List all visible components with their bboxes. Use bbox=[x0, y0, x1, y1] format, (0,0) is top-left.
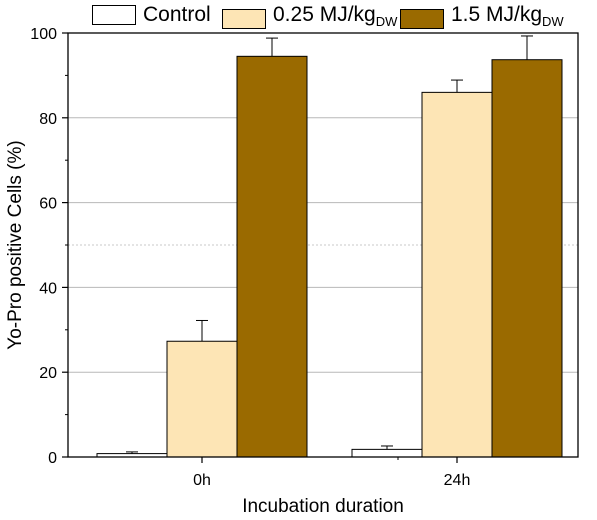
x-tick-label: 24h bbox=[444, 472, 471, 489]
legend-swatch-low-dose bbox=[222, 8, 266, 29]
y-tick-label: 100 bbox=[30, 26, 57, 43]
x-axis-title: Incubation duration bbox=[242, 496, 404, 517]
legend: Control 0.25 MJ/kgDW 1.5 MJ/kgDW bbox=[0, 0, 597, 30]
y-tick-label: 60 bbox=[39, 196, 57, 213]
y-tick-label: 80 bbox=[39, 111, 57, 128]
legend-item-high-dose: 1.5 MJ/kgDW bbox=[400, 3, 564, 34]
bar bbox=[166, 340, 238, 458]
x-tick-label: 0h bbox=[193, 472, 211, 489]
bar bbox=[351, 448, 423, 458]
legend-label-low-dose: 0.25 MJ/kgDW bbox=[273, 3, 398, 29]
legend-item-low-dose: 0.25 MJ/kgDW bbox=[222, 3, 397, 34]
legend-label-control: Control bbox=[143, 3, 211, 26]
y-axis-title: Yo-Pro positive Cells (%) bbox=[5, 140, 26, 349]
legend-item-control: Control bbox=[92, 3, 211, 27]
y-tick-label: 0 bbox=[48, 450, 57, 467]
legend-swatch-high-dose bbox=[400, 8, 444, 29]
legend-label-high-dose: 1.5 MJ/kgDW bbox=[451, 3, 564, 29]
y-tick-label: 40 bbox=[39, 280, 57, 297]
bar bbox=[236, 55, 308, 458]
legend-swatch-control bbox=[92, 5, 136, 25]
bar bbox=[421, 91, 493, 458]
y-tick-label: 20 bbox=[39, 365, 57, 382]
bar bbox=[491, 59, 563, 458]
